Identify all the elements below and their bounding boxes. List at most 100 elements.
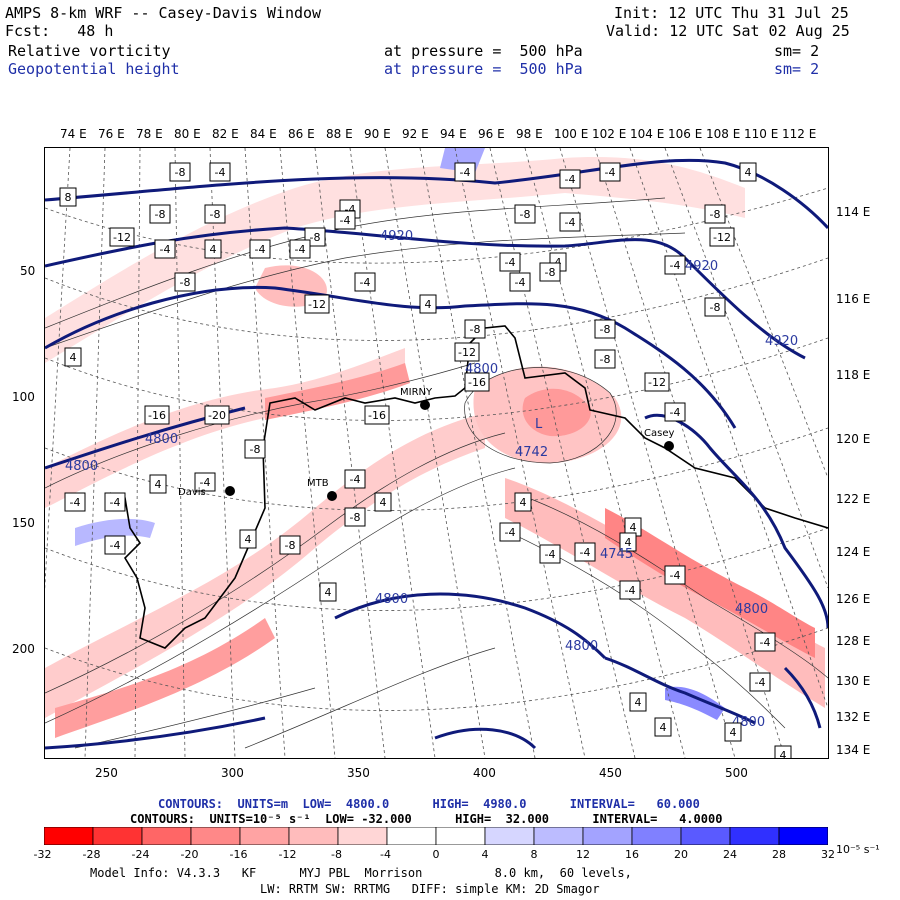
low-center-value: 4742 (515, 445, 548, 460)
top-lon-label: 110 E (744, 127, 779, 141)
top-lon-label: 84 E (250, 127, 277, 141)
left-grid-label: 100 (12, 390, 35, 404)
svg-text:4: 4 (625, 536, 632, 549)
svg-text:-8: -8 (210, 208, 221, 221)
vorticity-box-label: -4 (499, 252, 521, 272)
colorbar-segment (631, 827, 682, 845)
vorticity-box-label: -8 (344, 507, 366, 527)
svg-text:-4: -4 (295, 243, 306, 256)
colorbar-tick-label: 28 (772, 848, 786, 861)
vorticity-box-label: -8 (149, 204, 171, 224)
vorticity-box-label: -4 (209, 162, 231, 182)
vorticity-box-label: -4 (334, 210, 356, 230)
svg-text:-4: -4 (505, 256, 516, 269)
svg-text:4: 4 (155, 478, 162, 491)
station-name: MIRNY (400, 387, 433, 398)
vorticity-shading (45, 148, 825, 738)
svg-text:4: 4 (660, 721, 667, 734)
vorticity-box-label: -12 (644, 372, 670, 392)
vorticity-box-label: -4 (354, 272, 376, 292)
vorticity-box-label: -4 (664, 402, 686, 422)
colorbar-segment (288, 827, 339, 845)
vorticity-box-label: 4 (204, 239, 222, 259)
svg-text:-4: -4 (670, 569, 681, 582)
right-lon-label: 128 E (836, 634, 871, 648)
svg-text:-8: -8 (520, 208, 531, 221)
bottom-grid-label: 400 (473, 766, 496, 780)
height-contour-label: 4800 (375, 592, 408, 607)
svg-text:-4: -4 (515, 276, 526, 289)
height-contour-label: 4800 (565, 639, 598, 654)
svg-text:8: 8 (65, 191, 72, 204)
vorticity-box-label: -16 (144, 405, 170, 425)
right-lon-label: 130 E (836, 674, 871, 688)
svg-text:-8: -8 (250, 443, 261, 456)
vorticity-box-label: 4 (149, 474, 167, 494)
right-lon-label: 134 E (836, 743, 871, 757)
colorbar-tick-label: 8 (530, 848, 538, 861)
colorbar-segment (435, 827, 486, 845)
station-name: Davis (178, 487, 206, 498)
top-lon-label: 96 E (478, 127, 505, 141)
svg-text:-8: -8 (600, 353, 611, 366)
vorticity-box-label-layer: -8 -4 -4 -4 -4 4 8 -8 -8 -4 -8 -4 -12 -8 -4 -8 -12 -4 4 -4 -… (59, 162, 792, 758)
svg-text:-8: -8 (285, 539, 296, 552)
colorbar-segment (484, 827, 535, 845)
vorticity-box-label: -12 (109, 227, 135, 247)
colorbar-tick-label: -28 (82, 848, 101, 861)
colorbar-segment (239, 827, 290, 845)
colorbar-segment (44, 827, 94, 845)
field2-name: Geopotential height (8, 60, 180, 78)
svg-text:-4: -4 (360, 276, 371, 289)
svg-text:-4: -4 (565, 173, 576, 186)
colorbar-tick-label: -16 (229, 848, 248, 861)
top-lon-label: 76 E (98, 127, 125, 141)
vorticity-box-label: -16 (464, 372, 490, 392)
top-lon-label: 104 E (630, 127, 665, 141)
vorticity-contour-legend: CONTOURS: UNITS=10⁻⁵ s⁻¹ LOW= -32.000 HI… (130, 812, 723, 826)
colorbar-tick-label: 4 (481, 848, 489, 861)
colorbar-tick-label: 0 (432, 848, 440, 861)
svg-text:-4: -4 (70, 496, 81, 509)
field2-smoothing: sm= 2 (774, 60, 820, 78)
top-lon-label: 106 E (668, 127, 703, 141)
vorticity-box-label: 4 (419, 294, 437, 314)
left-grid-label: 200 (12, 642, 35, 656)
bottom-grid-label: 450 (599, 766, 622, 780)
svg-text:-12: -12 (113, 231, 131, 244)
vorticity-box-label: 4 (629, 692, 647, 712)
svg-text:-4: -4 (755, 676, 766, 689)
svg-text:4: 4 (745, 166, 752, 179)
svg-text:-4: -4 (580, 546, 591, 559)
vorticity-box-label: -8 (279, 535, 301, 555)
top-lon-label: 90 E (364, 127, 391, 141)
svg-text:-8: -8 (470, 323, 481, 336)
svg-text:-12: -12 (308, 298, 326, 311)
map-svg: 4920492049204800480048004800480048004800… (45, 148, 828, 758)
vorticity-box-label: -8 (174, 272, 196, 292)
vorticity-box-label: -8 (204, 204, 226, 224)
vorticity-box-label: -4 (64, 492, 86, 512)
vorticity-box-label: -8 (704, 204, 726, 224)
colorbar-segment (778, 827, 828, 845)
top-lon-label: 102 E (592, 127, 627, 141)
station-marker (225, 486, 235, 496)
vorticity-box-label: -8 (704, 297, 726, 317)
colorbar-tick-label: 12 (576, 848, 590, 861)
height-contour-label: 4800 (735, 602, 768, 617)
colorbar-tick-label: 32 (821, 848, 835, 861)
bottom-grid-label: 350 (347, 766, 370, 780)
svg-text:-16: -16 (148, 409, 166, 422)
field1-level: at pressure = 500 hPa (384, 42, 583, 60)
svg-text:-8: -8 (350, 511, 361, 524)
vorticity-box-label: -20 (204, 405, 230, 425)
svg-text:-12: -12 (458, 346, 476, 359)
svg-text:4: 4 (730, 726, 737, 739)
svg-text:-16: -16 (468, 376, 486, 389)
valid-time: Valid: 12 UTC Sat 02 Aug 25 (606, 22, 850, 40)
colorbar-tick-label: -32 (33, 848, 52, 861)
svg-text:-4: -4 (625, 584, 636, 597)
station-marker (420, 400, 430, 410)
vorticity-box-label: 4 (319, 582, 337, 602)
station-name: Casey (644, 428, 674, 439)
